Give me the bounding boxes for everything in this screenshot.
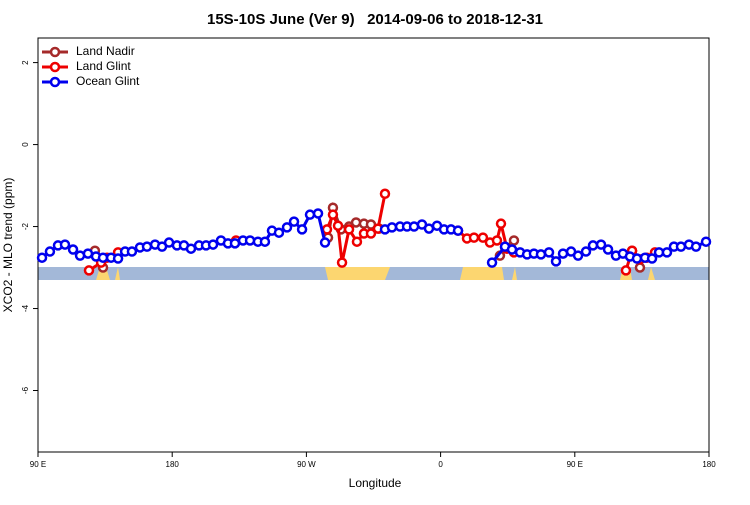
legend-label: Ocean Glint (76, 74, 140, 88)
data-point (229, 238, 241, 249)
data-point (620, 265, 632, 276)
data-point (468, 232, 480, 243)
data-point (207, 239, 219, 250)
data-point (327, 209, 339, 220)
data-point (379, 188, 391, 200)
data-point (550, 256, 562, 267)
data-point (506, 244, 518, 255)
data-point (557, 248, 569, 259)
data-point (634, 262, 646, 273)
y-tick-label: -2 (21, 222, 30, 230)
land-patch (460, 267, 504, 280)
y-tick-label: -4 (21, 304, 30, 312)
data-point (83, 265, 95, 276)
data-point (185, 243, 197, 254)
legend-marker (49, 76, 61, 88)
data-point (491, 235, 503, 246)
land-patch (648, 267, 655, 280)
legend-label: Land Nadir (76, 44, 135, 58)
data-point (572, 250, 584, 261)
data-point (296, 224, 308, 235)
data-point (595, 239, 607, 250)
legend-marker (49, 46, 61, 58)
data-point (386, 222, 398, 233)
data-point (351, 236, 363, 247)
data-point (543, 247, 555, 258)
land-mask (38, 267, 709, 280)
data-point (321, 224, 333, 235)
data-point (646, 253, 658, 264)
data-point (82, 248, 94, 259)
data-point (508, 235, 520, 246)
y-tick-label: 0 (21, 142, 30, 147)
chart-title: 15S-10S June (Ver 9) 2014-09-06 to 2018-… (207, 11, 543, 28)
x-tick-label: 90 E (30, 460, 46, 469)
x-tick-label: 180 (166, 460, 180, 469)
data-point (423, 223, 435, 234)
data-point (535, 249, 547, 260)
data-point (141, 241, 153, 252)
data-point (690, 241, 702, 252)
land-patch (115, 267, 120, 280)
data-point (365, 228, 377, 239)
data-point (661, 247, 673, 258)
data-point (44, 246, 56, 257)
x-tick-label: 180 (702, 460, 716, 469)
y-axis-label: XCO2 - MLO trend (ppm) (1, 178, 15, 313)
data-point (477, 232, 489, 243)
data-point (343, 224, 355, 235)
data-point (631, 253, 643, 264)
data-point (126, 246, 138, 257)
data-point (281, 222, 293, 233)
data-point (452, 225, 464, 236)
data-point (312, 208, 324, 219)
data-point (112, 253, 124, 264)
data-point (332, 220, 344, 231)
data-point (495, 218, 507, 229)
data-point (486, 257, 498, 268)
data-point (587, 240, 599, 251)
data-point (700, 236, 712, 247)
data-point (304, 209, 316, 220)
data-point (259, 236, 271, 247)
data-point (273, 227, 285, 238)
land-patch (325, 267, 390, 280)
x-tick-label: 90 W (297, 460, 316, 469)
data-point (580, 246, 592, 257)
data-point (675, 241, 687, 252)
legend-marker (49, 61, 61, 73)
data-point (602, 244, 614, 255)
x-tick-label: 90 E (567, 460, 583, 469)
y-tick-label: 2 (21, 60, 30, 65)
x-axis-label: Longitude (349, 476, 402, 490)
data-point (319, 237, 331, 248)
x-tick-label: 0 (438, 460, 443, 469)
data-point (336, 257, 348, 268)
legend-label: Land Glint (76, 59, 131, 73)
data-point (288, 216, 300, 227)
data-point (59, 239, 71, 250)
data-point (36, 252, 48, 263)
y-tick-label: -6 (21, 386, 30, 394)
data-point (67, 244, 79, 255)
land-patch (512, 267, 517, 280)
data-point (97, 252, 109, 263)
